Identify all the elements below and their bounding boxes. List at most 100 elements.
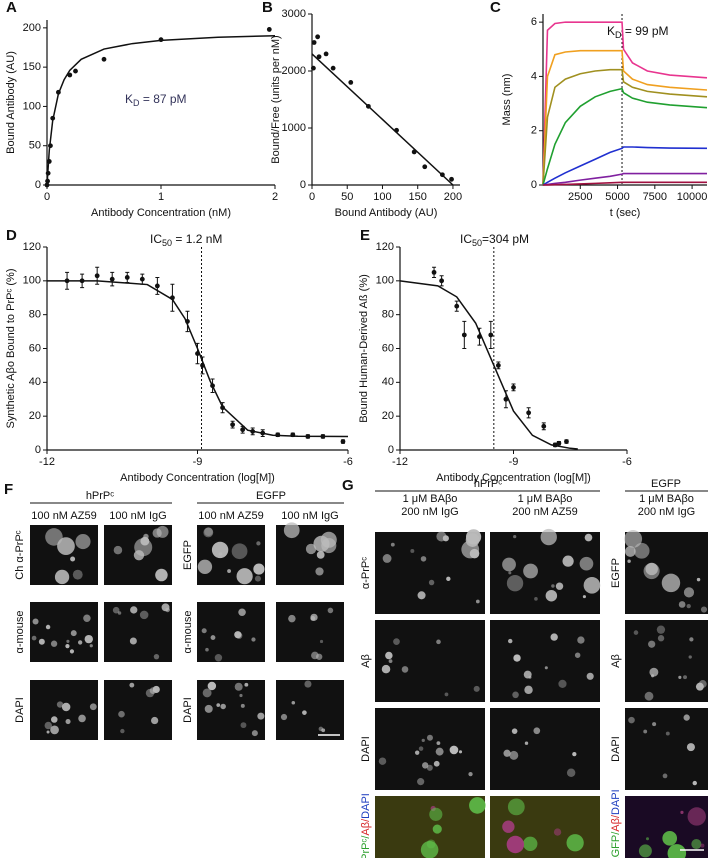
series-line <box>542 87 708 186</box>
row-label-part: DAPI <box>610 736 622 762</box>
cell <box>288 614 296 623</box>
cell <box>75 534 91 550</box>
cell <box>574 652 581 658</box>
cell <box>315 653 323 660</box>
cell <box>66 639 70 643</box>
cell <box>57 537 75 555</box>
cell <box>210 635 216 641</box>
row-label-part: DAPI <box>182 697 194 723</box>
cell <box>688 655 692 659</box>
column-label: 1 μM BAβo <box>403 493 458 505</box>
cell <box>524 685 533 695</box>
cell <box>436 639 441 645</box>
cell <box>56 701 64 708</box>
data-point <box>330 65 336 71</box>
data-point <box>461 332 467 338</box>
cell <box>204 704 213 713</box>
cell <box>524 741 529 745</box>
group-title: EGFP <box>256 490 286 502</box>
row-label: PrPᶜ/Aβ/DAPI <box>360 793 372 858</box>
y-tick-label: 1000 <box>282 122 306 134</box>
y-tick-label: 100 <box>23 275 41 287</box>
cell <box>468 772 473 777</box>
series-line <box>543 181 707 186</box>
data-point <box>315 34 321 40</box>
cell <box>129 682 135 688</box>
cell <box>51 716 58 723</box>
cell <box>234 682 243 691</box>
cell <box>422 762 429 769</box>
cell <box>381 664 391 674</box>
x-tick-label: 2 <box>272 191 278 203</box>
y-tick-label: 0 <box>388 444 394 456</box>
cell <box>652 722 657 727</box>
y-tick-label: 80 <box>382 309 394 321</box>
cell <box>239 693 243 698</box>
cell <box>236 568 253 585</box>
data-point <box>503 396 509 402</box>
cell <box>534 597 538 601</box>
cell <box>566 834 584 852</box>
cell <box>378 757 387 765</box>
data-point <box>250 428 256 434</box>
cell <box>506 835 525 854</box>
annotation-part: K <box>125 92 133 106</box>
cell <box>633 542 650 559</box>
cell <box>320 531 337 548</box>
x-tick-label: -12 <box>39 456 55 468</box>
fit-curve <box>399 280 578 450</box>
cell <box>235 632 243 639</box>
data-point <box>101 56 107 62</box>
cell <box>683 587 695 598</box>
data-point <box>240 427 246 433</box>
x-tick-label: 100 <box>373 191 391 203</box>
cell <box>649 667 659 677</box>
cell <box>555 582 564 590</box>
data-point <box>48 143 53 149</box>
data-point <box>394 127 399 133</box>
cell <box>558 679 567 688</box>
cell <box>291 701 296 705</box>
cell <box>130 606 138 614</box>
y-axis-label: Mass (nm) <box>501 74 513 126</box>
row-label: α-PrPᶜ <box>360 557 372 589</box>
cell <box>458 750 463 754</box>
cell <box>582 595 586 599</box>
cell <box>231 543 248 560</box>
cell <box>153 653 160 660</box>
cell <box>678 601 686 608</box>
column-label: 100 nM AZ59 <box>198 510 263 522</box>
cell <box>426 734 433 741</box>
cell <box>207 681 217 691</box>
cell <box>662 831 678 846</box>
x-tick-label: -9 <box>193 456 203 468</box>
row-label-part: DAPI <box>360 736 372 762</box>
y-tick-label: 0 <box>35 179 41 191</box>
row-label: DAPI <box>182 697 194 723</box>
cell <box>253 563 265 575</box>
x-tick-label: -6 <box>343 456 353 468</box>
data-point <box>552 442 558 448</box>
data-point <box>348 80 354 85</box>
data-point <box>511 385 516 390</box>
data-point <box>45 170 51 176</box>
micrograph <box>30 602 98 662</box>
data-point <box>124 275 130 280</box>
cell <box>202 688 212 698</box>
data-point <box>50 115 56 121</box>
y-tick-label: 200 <box>23 22 41 34</box>
data-point <box>431 269 437 275</box>
cell <box>244 682 249 687</box>
data-point <box>79 278 85 284</box>
y-tick-label: 0 <box>35 444 41 456</box>
annotation-part: D <box>615 30 622 40</box>
y-tick-label: 100 <box>376 275 394 287</box>
micrograph <box>197 602 265 662</box>
cell <box>523 563 538 579</box>
cell <box>61 702 71 712</box>
data-point <box>230 422 236 428</box>
data-point <box>477 334 482 340</box>
cell <box>692 780 697 786</box>
data-point <box>56 89 61 95</box>
cell <box>449 745 459 755</box>
